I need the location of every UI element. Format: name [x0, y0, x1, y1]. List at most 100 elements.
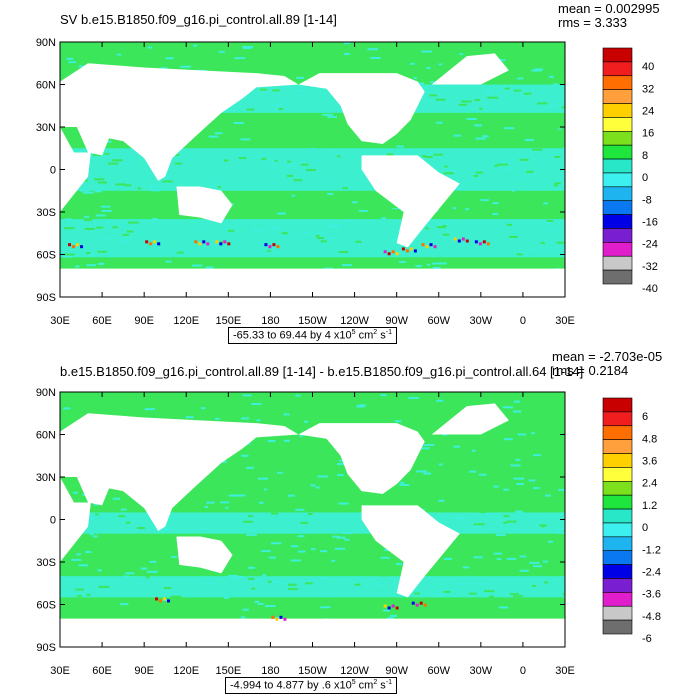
- colorbar-box: [602, 439, 633, 454]
- colorbar-label: -8: [642, 194, 652, 206]
- lon-tick-label: 60W: [427, 315, 450, 327]
- rms-label: rms = 0.2184: [552, 363, 629, 378]
- colorbar-box: [602, 578, 633, 593]
- colorbar-box: [602, 172, 633, 188]
- lon-tick-label: 60E: [92, 665, 112, 677]
- mean-label: mean = 0.002995: [558, 1, 660, 16]
- plot-title: b.e15.B1850.f09_g16.pi_control.all.89 [1…: [60, 364, 584, 379]
- plot-title: SV b.e15.B1850.f09_g16.pi_control.all.89…: [60, 12, 337, 27]
- lon-tick-label: 30E: [555, 665, 575, 677]
- colorbar-box: [602, 564, 633, 579]
- colorbar-label: -2.4: [642, 567, 661, 579]
- colorbar-box: [602, 144, 633, 160]
- colorbar-label: -16: [642, 217, 658, 229]
- colorbar-box: [602, 75, 633, 90]
- range-exp: 5: [351, 679, 356, 686]
- colorbar-box: [602, 117, 633, 132]
- colorbar-label: -32: [642, 261, 658, 273]
- lon-tick-label: 120E: [173, 665, 199, 677]
- colorbar-label: -3.6: [642, 589, 661, 601]
- lon-tick-label: 90W: [385, 665, 408, 677]
- colorbar-label: 0: [642, 172, 648, 184]
- colorbar-label: 2.4: [642, 478, 657, 490]
- map-plot: 90N 60N 30N 0 30S 60S 90S 30E 60E 90E 120E 150E 180 1…: [36, 387, 661, 677]
- lat-tick-label: 60S: [36, 600, 56, 612]
- lon-tick-label: 150E: [215, 665, 241, 677]
- colorbar-box: [602, 508, 633, 524]
- colorbar-label: 40: [642, 61, 654, 73]
- lat-tick-label: 60S: [36, 250, 56, 262]
- colorbar-box: [602, 522, 633, 538]
- colorbar-box: [602, 269, 633, 285]
- colorbar-box: [602, 186, 633, 202]
- range-s: s: [377, 679, 386, 692]
- lon-tick-label: 120W: [340, 665, 369, 677]
- lon-tick-label: 150W: [298, 665, 327, 677]
- lon-tick-label: 60W: [427, 665, 450, 677]
- lon-tick-label: 180: [261, 665, 279, 677]
- lon-tick-label: 90E: [134, 665, 154, 677]
- colorbar-label: 1.2: [642, 500, 657, 512]
- lon-tick-label: 30E: [555, 315, 575, 327]
- colorbar-box: [602, 425, 633, 440]
- lon-tick-label: 0: [520, 665, 526, 677]
- colorbar-label: -24: [642, 239, 658, 251]
- rms-label: rms = 3.333: [558, 15, 628, 30]
- lon-tick-label: 30W: [470, 315, 493, 327]
- colorbar-label: 0: [642, 522, 648, 534]
- lon-tick-label: 120E: [173, 315, 199, 327]
- lon-tick-label: 60E: [92, 315, 112, 327]
- colorbar-label: 8: [642, 150, 648, 162]
- range-text: -65.33 to 69.44 by 4 x10: [233, 329, 352, 342]
- panel-top: SV b.e15.B1850.f09_g16.pi_control.all.89…: [36, 1, 660, 344]
- colorbar-box: [602, 158, 633, 174]
- lat-tick-label: 30N: [36, 122, 56, 134]
- lon-tick-label: 150E: [215, 315, 241, 327]
- colorbar-label: -1.2: [642, 544, 661, 556]
- colorbar-box: [602, 89, 633, 104]
- lon-tick-label: 30E: [50, 665, 70, 677]
- range-s: s: [377, 329, 386, 342]
- colorbar-box: [602, 494, 633, 510]
- colorbar-box: [602, 242, 633, 257]
- panel-bottom: b.e15.B1850.f09_g16.pi_control.all.89 [1…: [0, 350, 700, 700]
- lon-tick-label: 150W: [298, 315, 327, 327]
- colorbar-label: 6: [642, 411, 648, 423]
- contour-info-box: -65.33 to 69.44 by 4 x105 cm2 s-1: [228, 327, 397, 344]
- lat-tick-label: 90S: [36, 642, 56, 654]
- lon-tick-label: 90E: [134, 315, 154, 327]
- colorbar-box: [602, 103, 633, 118]
- lat-tick-label: 30S: [36, 557, 56, 569]
- range-exp: 5: [351, 329, 356, 336]
- lat-tick-label: 90N: [36, 387, 56, 399]
- colorbar-box: [602, 467, 633, 482]
- colorbar-box: [602, 47, 633, 63]
- lat-tick-label: 60N: [36, 80, 56, 92]
- contour-info-box: -4.994 to 4.877 by .6 x105 cm2 s-1: [225, 677, 398, 694]
- colorbar-label: 16: [642, 128, 654, 140]
- colorbar-label: -4.8: [642, 611, 661, 623]
- range-text: -4.994 to 4.877 by .6 x10: [230, 679, 352, 692]
- range-unit-exp: 2: [373, 679, 378, 686]
- lat-tick-label: 60N: [36, 430, 56, 442]
- colorbar-box: [602, 592, 633, 607]
- map-plot: 90N 60N 30N 0 30S 60S 90S 30E 60E 90E 120E 150E 180 1…: [36, 37, 658, 327]
- colorbar-box: [602, 480, 633, 496]
- lat-tick-label: 0: [50, 165, 56, 177]
- colorbar-label: 3.6: [642, 455, 657, 467]
- colorbar-label: -6: [642, 633, 652, 645]
- lon-tick-label: 180: [261, 315, 279, 327]
- colorbar-box: [602, 605, 633, 621]
- lon-tick-label: 30E: [50, 315, 70, 327]
- lon-tick-label: 30W: [470, 665, 493, 677]
- colorbar-box: [602, 397, 633, 413]
- colorbar-label: 32: [642, 83, 654, 95]
- colorbar-box: [602, 200, 633, 215]
- colorbar-box: [602, 550, 633, 565]
- colorbar-box: [602, 228, 633, 243]
- lon-tick-label: 0: [520, 315, 526, 327]
- range-unit-exp: 2: [373, 329, 378, 336]
- colorbar-box: [602, 214, 633, 229]
- range-unit: cm: [355, 329, 374, 342]
- lon-tick-label: 120W: [340, 315, 369, 327]
